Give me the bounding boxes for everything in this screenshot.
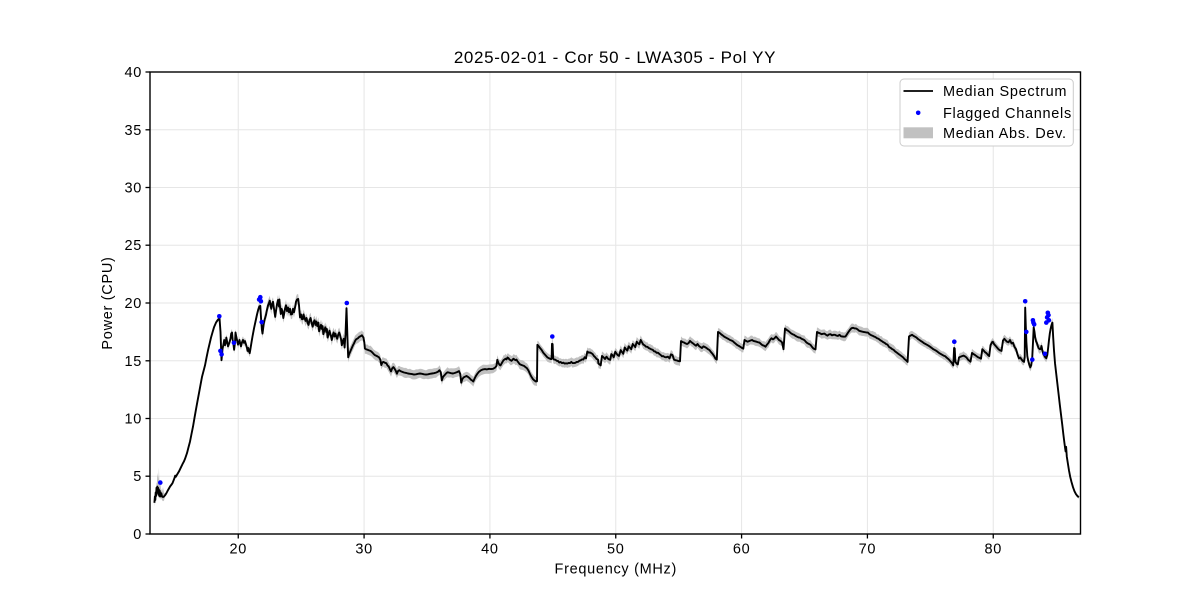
svg-text:2025-02-01 - Cor 50 - LWA305 -: 2025-02-01 - Cor 50 - LWA305 - Pol YY	[454, 48, 776, 67]
svg-text:35: 35	[124, 123, 142, 139]
svg-text:30: 30	[355, 542, 373, 558]
svg-text:Median Spectrum: Median Spectrum	[943, 84, 1067, 100]
svg-text:60: 60	[733, 542, 751, 558]
svg-text:Frequency (MHz): Frequency (MHz)	[555, 562, 678, 578]
svg-text:70: 70	[859, 542, 877, 558]
svg-text:Flagged Channels: Flagged Channels	[943, 106, 1072, 122]
svg-text:0: 0	[133, 527, 142, 543]
svg-text:40: 40	[124, 65, 142, 81]
svg-text:Power (CPU): Power (CPU)	[100, 256, 116, 349]
svg-text:30: 30	[124, 181, 142, 197]
svg-text:25: 25	[124, 238, 142, 254]
svg-text:80: 80	[984, 542, 1002, 558]
svg-text:40: 40	[481, 542, 499, 558]
svg-text:50: 50	[607, 542, 625, 558]
svg-text:5: 5	[133, 469, 142, 485]
svg-text:Median Abs. Dev.: Median Abs. Dev.	[943, 126, 1067, 142]
svg-text:20: 20	[229, 542, 247, 558]
svg-text:15: 15	[124, 354, 142, 370]
svg-text:10: 10	[124, 412, 142, 428]
svg-text:20: 20	[124, 296, 142, 312]
